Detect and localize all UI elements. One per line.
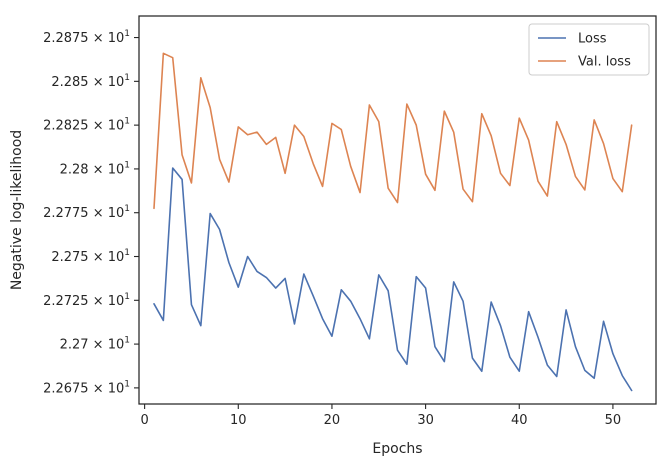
y-tick-label: 2.27 × 101 — [60, 336, 130, 353]
legend-box — [528, 23, 650, 76]
x-tick-label: 20 — [324, 413, 341, 428]
legend: Loss Val. loss — [528, 23, 650, 76]
y-axis: 2.2675 × 101 2.27 × 101 2.2725 × 101 2.275 … — [43, 29, 139, 396]
legend-label-val-loss: Val. loss — [578, 55, 631, 70]
x-tick-label: 40 — [511, 413, 528, 428]
x-tick-label: 0 — [140, 413, 148, 428]
x-tick-label: 10 — [230, 413, 247, 428]
x-tick-label: 30 — [417, 413, 434, 428]
axes-frame — [138, 15, 657, 405]
plot-area — [153, 52, 633, 392]
x-tick-label: 50 — [605, 413, 622, 428]
y-tick-label: 2.2675 × 101 — [43, 379, 130, 396]
series-line-loss — [153, 167, 633, 392]
y-axis-label: Negative log-likelihood — [9, 130, 25, 290]
legend-label-loss: Loss — [578, 32, 607, 47]
y-tick-label: 2.28 × 101 — [60, 160, 130, 177]
x-axis-label: Epochs — [372, 441, 422, 457]
x-axis: 0 10 20 30 40 50 — [140, 404, 621, 428]
y-tick-label: 2.285 × 101 — [51, 73, 130, 90]
y-tick-label: 2.2825 × 101 — [43, 117, 130, 134]
y-tick-label: 2.2875 × 101 — [43, 29, 130, 46]
y-tick-label: 2.2775 × 101 — [43, 204, 130, 221]
y-tick-label: 2.275 × 101 — [51, 248, 130, 265]
series-line-val-loss — [153, 52, 633, 210]
y-tick-label: 2.2725 × 101 — [43, 292, 130, 309]
